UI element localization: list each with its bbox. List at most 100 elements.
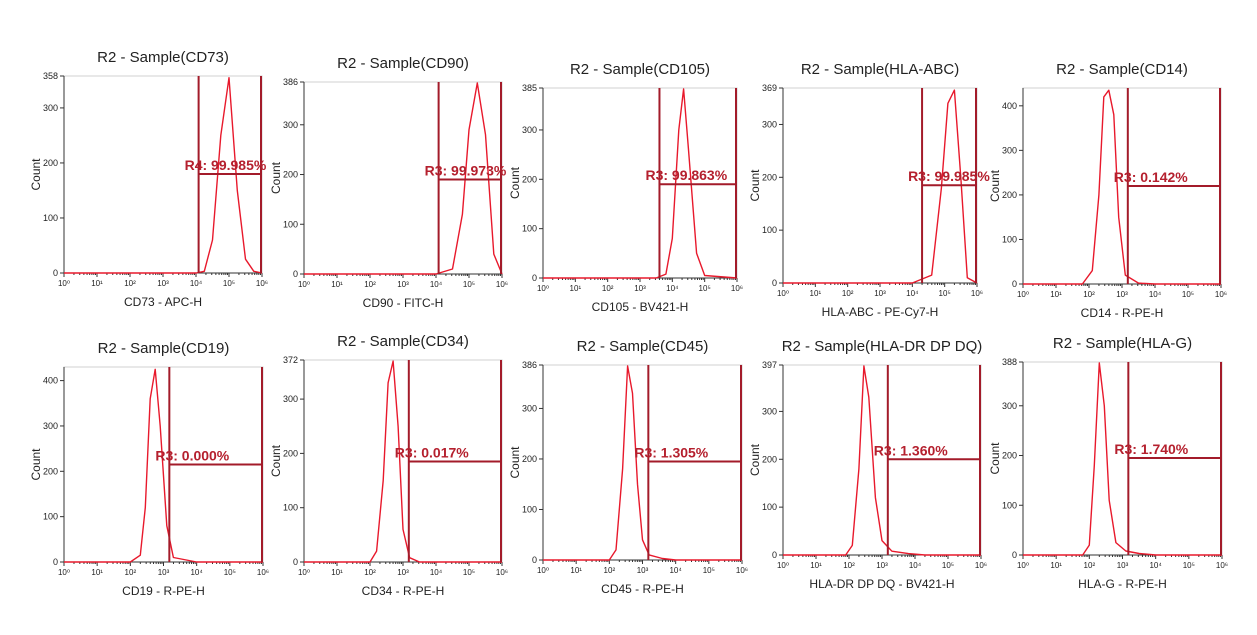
y-tick-label: 200 xyxy=(43,158,58,168)
y-axis-label: Count xyxy=(748,169,762,202)
x-tick-label: 10⁴ xyxy=(1149,290,1162,299)
x-tick-label: 10³ xyxy=(157,279,169,288)
y-max-label: 386 xyxy=(283,77,298,87)
x-tick-label: 10⁰ xyxy=(298,280,310,289)
y-max-label: 385 xyxy=(522,83,537,93)
x-tick-label: 10⁰ xyxy=(58,568,70,577)
x-tick-label: 10⁴ xyxy=(190,568,203,577)
y-tick-label: 200 xyxy=(1002,190,1017,200)
x-tick-label: 10⁴ xyxy=(909,561,922,570)
y-tick-label: 300 xyxy=(762,119,777,129)
y-max-label: 369 xyxy=(762,83,777,93)
y-tick-label: 200 xyxy=(522,454,537,464)
y-tick-label: 0 xyxy=(532,555,537,565)
y-axis-label: Count xyxy=(508,166,522,199)
y-tick-label: 400 xyxy=(1002,101,1017,111)
gate-label: R3: 1.360% xyxy=(874,442,948,458)
x-tick-label: 10⁵ xyxy=(703,566,715,575)
y-axis-label: Count xyxy=(988,169,1002,202)
panel-title: R2 - Sample(CD14) xyxy=(1056,61,1188,78)
y-tick-label: 200 xyxy=(762,172,777,182)
gate-label: R3: 0.142% xyxy=(1114,169,1188,185)
y-tick-label: 0 xyxy=(1012,550,1017,560)
x-tick-label: 10² xyxy=(1084,561,1096,570)
y-max-label: 358 xyxy=(43,71,58,81)
panel-title: R2 - Sample(HLA-G) xyxy=(1053,335,1192,352)
x-tick-label: 10² xyxy=(843,561,855,570)
x-tick-label: 10³ xyxy=(397,280,409,289)
x-axis-label: CD19 - R-PE-H xyxy=(122,584,205,598)
x-tick-label: 10³ xyxy=(876,561,888,570)
y-tick-label: 300 xyxy=(283,120,298,130)
x-tick-label: 10³ xyxy=(397,568,409,577)
x-axis-label: CD105 - BV421-H xyxy=(592,300,689,314)
x-tick-label: 10¹ xyxy=(570,566,582,575)
y-tick-label: 200 xyxy=(522,174,537,184)
x-tick-label: 10¹ xyxy=(810,561,822,570)
x-tick-label: 10² xyxy=(364,568,376,577)
histogram-line xyxy=(304,360,502,563)
x-tick-label: 10² xyxy=(125,568,137,577)
y-tick-label: 100 xyxy=(762,225,777,235)
x-tick-label: 10⁵ xyxy=(699,284,711,293)
y-tick-label: 100 xyxy=(1002,500,1017,510)
histogram-line xyxy=(543,88,738,279)
gate-label: R3: 0.000% xyxy=(155,448,229,464)
histogram-panel: R2 - Sample(HLA-G) 0 100 200 300 388 10⁰ 10¹ 10²… xyxy=(988,335,1228,591)
y-axis-label: Count xyxy=(29,448,43,481)
y-tick-label: 300 xyxy=(1002,145,1017,155)
x-tick-label: 10² xyxy=(124,279,136,288)
y-tick-label: 300 xyxy=(283,394,298,404)
x-tick-label: 10⁵ xyxy=(463,280,475,289)
x-tick-label: 10⁰ xyxy=(298,568,310,577)
x-axis-label: CD73 - APC-H xyxy=(124,295,202,309)
x-tick-label: 10¹ xyxy=(570,284,582,293)
y-tick-label: 300 xyxy=(43,421,58,431)
x-tick-label: 10² xyxy=(364,280,376,289)
gate-label: R3: 1.740% xyxy=(1114,441,1188,457)
y-tick-label: 0 xyxy=(53,557,58,567)
panel-title: R2 - Sample(CD73) xyxy=(97,49,229,66)
y-tick-label: 300 xyxy=(1002,401,1017,411)
histogram-line xyxy=(304,82,503,275)
x-axis-label: HLA-DR DP DQ - BV421-H xyxy=(809,577,954,591)
x-tick-label: 10⁰ xyxy=(777,561,789,570)
gate-label: R3: 1.305% xyxy=(634,444,708,460)
histogram-panel: R2 - Sample(CD19) 0 100 200 300 400 10⁰ 10¹ 10² 1… xyxy=(29,340,269,598)
histogram-line xyxy=(1023,362,1222,556)
x-tick-label: 10⁴ xyxy=(430,280,443,289)
histogram-panel: R2 - Sample(CD34) 0 100 200 300 372 10⁰ 10¹ 10² 1… xyxy=(269,333,508,598)
x-tick-label: 10⁵ xyxy=(939,289,951,298)
x-tick-label: 10¹ xyxy=(1050,290,1062,299)
y-tick-label: 0 xyxy=(772,550,777,560)
x-tick-label: 10¹ xyxy=(1050,561,1062,570)
panel-title: R2 - Sample(CD34) xyxy=(337,333,469,350)
plot-frame xyxy=(542,364,743,561)
x-tick-label: 10¹ xyxy=(331,280,343,289)
y-tick-label: 0 xyxy=(53,268,58,278)
panel-title: R2 - Sample(HLA-ABC) xyxy=(801,61,959,78)
y-axis-label: Count xyxy=(29,158,43,191)
panel-title: R2 - Sample(CD19) xyxy=(98,340,230,357)
histogram-line xyxy=(64,76,263,274)
x-tick-label: 10³ xyxy=(158,568,170,577)
y-tick-label: 300 xyxy=(522,403,537,413)
x-tick-label: 10⁶ xyxy=(496,568,508,577)
y-tick-label: 300 xyxy=(522,125,537,135)
x-axis-label: HLA-ABC - PE-Cy7-H xyxy=(822,305,939,319)
y-axis-label: Count xyxy=(988,442,1002,475)
x-tick-label: 10⁴ xyxy=(430,568,443,577)
x-axis-label: CD34 - R-PE-H xyxy=(362,584,445,598)
histogram-panel: R2 - Sample(CD73) 0 100 200 300 358 10⁰ 10¹ 10² 1… xyxy=(29,49,268,309)
x-tick-label: 10⁴ xyxy=(666,284,679,293)
y-tick-label: 100 xyxy=(1002,234,1017,244)
x-tick-label: 10⁴ xyxy=(906,289,919,298)
y-tick-label: 0 xyxy=(1012,279,1017,289)
histogram-panel: R2 - Sample(CD90) 0 100 200 300 386 10⁰ 10¹ 10² 1… xyxy=(269,55,508,310)
histogram-line xyxy=(1023,89,1221,285)
x-tick-label: 10⁶ xyxy=(257,568,269,577)
y-max-label: 388 xyxy=(1002,357,1017,367)
x-tick-label: 10⁵ xyxy=(223,279,235,288)
panel-title: R2 - Sample(CD105) xyxy=(570,61,710,78)
x-tick-label: 10⁶ xyxy=(736,566,748,575)
